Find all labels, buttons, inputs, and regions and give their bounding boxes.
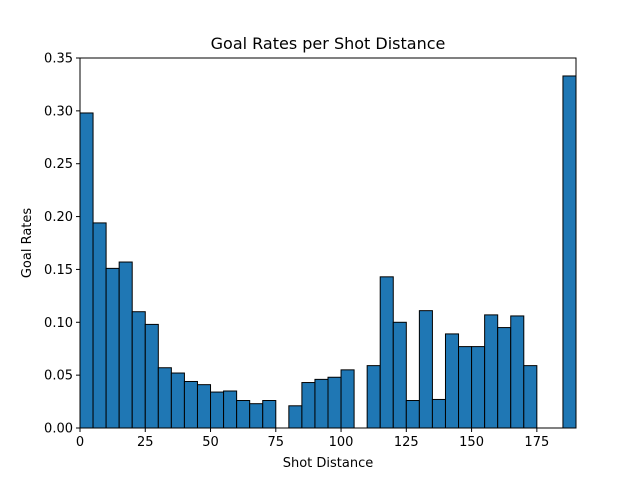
- histogram-bar: [118, 261, 133, 429]
- y-ticks-group: 0.00 0.05 0.10 0.15 0.20 0.25 0.30 0.35: [44, 52, 80, 437]
- x-tick-label: 100: [329, 435, 354, 450]
- histogram-bar: [431, 398, 446, 429]
- histogram-bar: [471, 346, 486, 429]
- x-tick-label: 25: [137, 435, 154, 450]
- histogram-bar: [79, 112, 94, 429]
- histogram-bar: [236, 400, 251, 429]
- y-tick-label: 0.05: [44, 369, 73, 384]
- histogram-bar: [210, 391, 225, 429]
- x-tick-label: 125: [394, 435, 419, 450]
- histogram-bar: [144, 323, 159, 429]
- histogram-bar: [523, 365, 538, 429]
- y-tick-label: 0.15: [44, 263, 73, 278]
- y-tick-label: 0.25: [44, 157, 73, 172]
- histogram-bar: [497, 327, 512, 429]
- histogram-bar: [418, 310, 433, 429]
- histogram-bar: [183, 380, 198, 429]
- x-tick-label: 175: [524, 435, 549, 450]
- histogram-bar: [196, 384, 212, 429]
- y-tick-label: 0.20: [44, 210, 73, 225]
- histogram-bar: [484, 314, 499, 429]
- histogram-bar: [379, 276, 394, 429]
- histogram-bar: [157, 367, 172, 429]
- histogram-bar: [366, 365, 381, 429]
- y-tick-label: 0.30: [44, 104, 73, 119]
- y-tick-label: 0.00: [44, 422, 73, 437]
- histogram-bar: [301, 382, 316, 429]
- x-tick-label: 50: [202, 435, 219, 450]
- histogram-bar: [249, 403, 264, 429]
- chart-title: Goal Rates per Shot Distance: [211, 34, 446, 53]
- histogram-bar: [314, 378, 329, 429]
- x-tick-label: 150: [459, 435, 484, 450]
- histogram-bar: [223, 390, 238, 429]
- histogram-bar: [444, 333, 460, 429]
- histogram-bar: [170, 372, 185, 429]
- histogram-bar: [288, 405, 303, 429]
- histogram-bar: [262, 400, 277, 429]
- histogram-bar: [562, 75, 577, 429]
- histogram-bar: [105, 267, 120, 429]
- histogram-bar: [458, 346, 473, 429]
- y-tick-label: 0.10: [44, 316, 73, 331]
- histogram-bar: [405, 400, 420, 429]
- histogram-bar: [392, 321, 407, 429]
- histogram-bar: [131, 311, 146, 429]
- bars-group: [79, 75, 577, 429]
- histogram-bar: [340, 369, 355, 429]
- x-tick-label: 0: [76, 435, 84, 450]
- plot-frame: [79, 57, 577, 429]
- histogram-bar: [510, 315, 525, 429]
- x-tick-label: 75: [268, 435, 285, 450]
- y-axis-title: Goal Rates: [20, 208, 35, 279]
- y-tick-label: 0.35: [44, 52, 73, 67]
- histogram-bar: [92, 222, 107, 429]
- x-ticks-group: 0 25 50 75 100 125 150 175: [76, 428, 549, 450]
- histogram-bar: [327, 376, 342, 429]
- x-axis-title: Shot Distance: [283, 456, 374, 471]
